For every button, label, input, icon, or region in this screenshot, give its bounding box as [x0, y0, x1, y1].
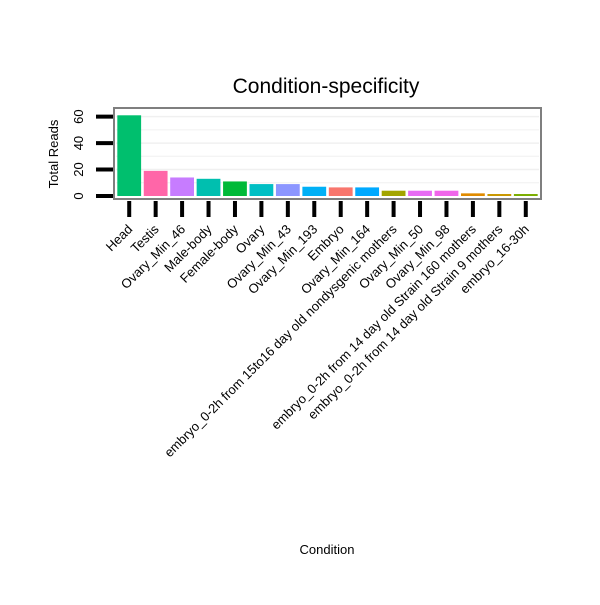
- bar: [434, 190, 459, 196]
- bar: [513, 194, 538, 196]
- bars: [117, 115, 538, 196]
- bar: [302, 186, 327, 196]
- bar: [249, 184, 274, 196]
- y-axis-label: Total Reads: [46, 119, 61, 188]
- bar: [381, 190, 406, 196]
- bar: [355, 187, 380, 196]
- bar: [223, 181, 247, 196]
- y-tick-label: 60: [71, 109, 86, 123]
- y-axis: 0 20 40 60: [71, 109, 113, 200]
- bar: [328, 187, 353, 196]
- bar: [143, 170, 168, 196]
- x-axis: HeadTestisOvary_Min_46Male-bodyFemale-bo…: [103, 201, 532, 460]
- x-axis-label: Condition: [300, 542, 355, 557]
- bar: [487, 194, 512, 196]
- y-tick-label: 40: [71, 136, 86, 150]
- bar: [117, 115, 142, 196]
- y-tick-label: 20: [71, 162, 86, 176]
- bar: [461, 193, 485, 196]
- y-tick-label: 0: [71, 192, 86, 199]
- chart-title: Condition-specificity: [233, 75, 420, 98]
- bar: [170, 177, 194, 196]
- bar: [408, 190, 432, 196]
- x-tick-label: Head: [103, 222, 136, 255]
- bar: [275, 184, 300, 196]
- bar: [196, 178, 221, 196]
